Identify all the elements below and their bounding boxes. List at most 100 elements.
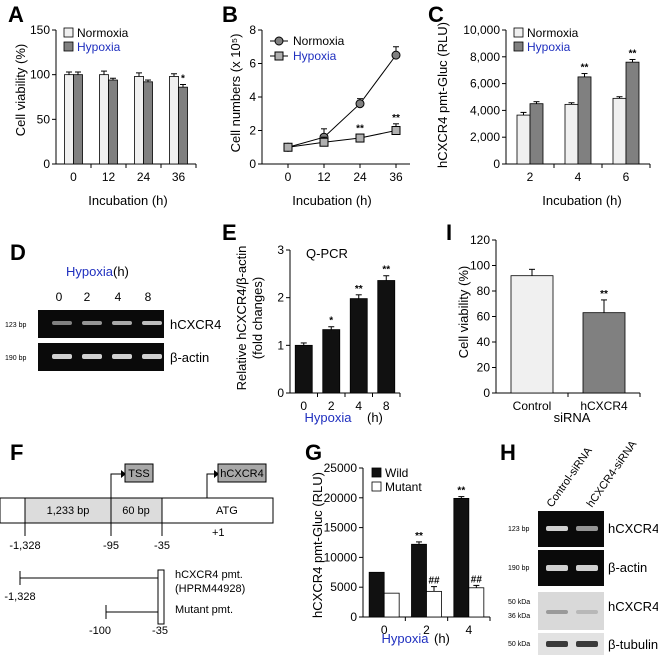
tss-arrowhead (121, 470, 126, 478)
bar (510, 275, 554, 394)
panel-d-lane-label: 8 (145, 290, 152, 304)
bar (564, 103, 579, 165)
bar (322, 329, 341, 394)
legend-label: Normoxia (527, 26, 579, 40)
x-tick-label: 12 (317, 170, 331, 184)
data-point (283, 142, 293, 152)
panel-letter-a: A (8, 2, 24, 27)
bar (411, 543, 427, 618)
bar (178, 86, 188, 165)
panel-d-header-unit: (h) (113, 264, 129, 279)
y-tick-label: 50 (37, 112, 51, 126)
legend-swatch (274, 36, 284, 46)
significance-mark: ** (356, 124, 364, 135)
y-tick-label: 6,000 (470, 77, 500, 91)
series-line (287, 130, 397, 148)
panel-h-band-size: 36 kDa (508, 613, 530, 620)
bar (294, 344, 313, 394)
chart-c-ylabel: hCXCR4 pmt-Gluc (RLU) (435, 22, 450, 168)
chart-c: 0 2,000 4,000 6,000 8,000 10,000 2 4 6 ** ** Normox… (463, 23, 651, 184)
gene-arrowhead (214, 470, 219, 478)
plus-one-label: +1 (212, 527, 225, 539)
bar (73, 74, 83, 165)
gel-band (546, 565, 568, 571)
y-tick-label: 0 (249, 157, 256, 171)
blot-band (576, 641, 598, 647)
bar (169, 76, 179, 165)
significance-mark: * (329, 316, 333, 327)
segment-1-label: 1,233 bp (47, 505, 90, 517)
x-tick-label: 6 (623, 170, 630, 184)
segment-2-label: 60 bp (122, 505, 150, 517)
bar (108, 79, 118, 165)
wild-promoter-id: (HPRM44928) (175, 583, 245, 595)
chart-b-xlabel: Incubation (h) (292, 193, 372, 208)
data-point (355, 133, 365, 143)
gel-band (52, 321, 72, 325)
panel-h-gels: Control-siRNA hCXCR4-siRNA 123 bp 190 bp… (508, 438, 658, 655)
chart-a-xlabel: Incubation (h) (88, 193, 168, 208)
tss-label: TSS (128, 468, 149, 480)
panel-letter-f: F (10, 440, 23, 465)
x-tick-label: hCXCR4 (580, 399, 628, 413)
gel-band (576, 526, 598, 531)
bar (368, 571, 385, 618)
y-tick-label: 0 (350, 610, 357, 624)
bar (516, 114, 531, 165)
bar (453, 497, 470, 618)
panel-h-band-label: β-tubulin (608, 637, 658, 652)
panel-letter-b: B (222, 2, 238, 27)
chart-g: 0 5000 10000 15000 20000 25000 0 2 4 ** ** ## ## Wild… (324, 461, 491, 637)
x-tick-label: 0 (300, 399, 307, 413)
chart-i: 0 20 40 60 80 100 120 Control hCXCR4 ** (470, 233, 641, 413)
significance-mark: ** (600, 289, 608, 300)
y-tick-label: 6 (249, 57, 256, 71)
significance-mark: ## (428, 576, 440, 587)
bar (529, 103, 544, 165)
panel-h-band-label: hCXCR4 (608, 599, 658, 614)
panel-letter-h: H (500, 440, 516, 465)
bar (582, 312, 626, 394)
y-tick-label: 100 (470, 259, 490, 273)
gel-band (112, 321, 132, 325)
x-tick-label: 24 (353, 170, 367, 184)
x-tick-label: Control (513, 399, 552, 413)
wild-promoter-start: -1,328 (4, 591, 35, 603)
x-tick-label: 36 (172, 170, 186, 184)
gel-band (82, 354, 102, 359)
position-label: -95 (103, 540, 119, 552)
gel-band (546, 526, 568, 531)
bar (612, 97, 627, 165)
legend-swatch (63, 27, 74, 38)
gel-band (112, 354, 132, 359)
blot-band (576, 610, 598, 614)
y-tick-label: 10,000 (463, 23, 500, 37)
y-tick-label: 4 (249, 90, 256, 104)
bar (577, 76, 592, 165)
panel-letter-c: C (428, 2, 444, 27)
x-tick-label: 2 (527, 170, 534, 184)
y-tick-label: 40 (477, 335, 491, 349)
chart-e-ylabel-1: Relative hCXCR4/β-actin (234, 246, 249, 391)
y-tick-label: 150 (30, 23, 50, 37)
panel-d-header: Hypoxia (66, 264, 114, 279)
panel-h-band-size: 123 bp (508, 526, 530, 533)
x-tick-label: 2 (423, 623, 430, 637)
tss-box (124, 463, 154, 483)
x-tick-label: 0 (70, 170, 77, 184)
chart-c-xlabel: Incubation (h) (542, 193, 622, 208)
significance-mark: ** (629, 48, 637, 59)
panel-d-lane-label: 2 (84, 290, 91, 304)
gel-band (142, 321, 162, 325)
chart-g-xlabel: Hypoxia (382, 631, 430, 646)
bar (99, 74, 109, 165)
y-tick-label: 120 (470, 233, 490, 247)
y-tick-label: 2,000 (470, 130, 500, 144)
legend-swatch (274, 51, 284, 61)
y-tick-label: 20 (477, 361, 491, 375)
data-point (391, 50, 401, 60)
data-point (355, 99, 365, 109)
